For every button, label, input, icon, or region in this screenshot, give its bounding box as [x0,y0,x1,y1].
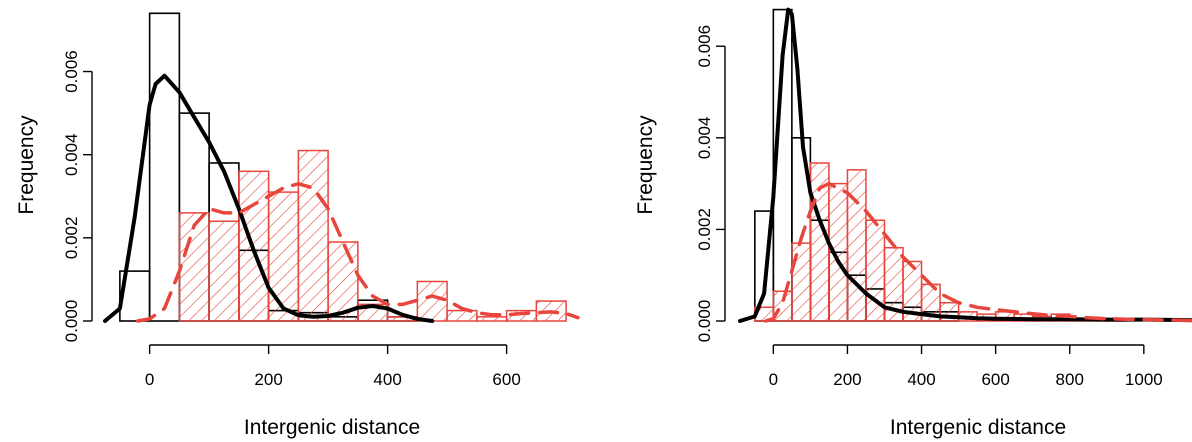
y-tick-label: 0.004 [695,117,714,160]
x-tick-label: 200 [254,370,282,389]
right-histogram-panel: Intergenic distance Frequency 0.000 0.002… [634,7,1192,439]
y-tick-label: 0.002 [695,208,714,251]
y-tick-label: 0.004 [62,133,81,176]
y-tick-label: 0.002 [62,217,81,260]
x-tick-label: 400 [907,370,935,389]
solid-density-curve [738,7,1192,323]
solid-density-curve [103,73,435,323]
x-axis-title: Intergenic distance [890,416,1066,439]
hatched-histogram-bar [297,149,329,322]
y-tick-label: 0.000 [62,300,81,343]
left-histogram-panel: Intergenic distance Frequency 0.000 0.002… [15,12,580,439]
y-axis-title: Frequency [634,115,657,215]
dashed-density-curve [135,182,580,323]
x-tick-label: 1000 [1125,370,1163,389]
x-axis-title: Intergenic distance [244,416,420,439]
x-tick-label: 200 [833,370,861,389]
y-tick-label: 0.000 [695,300,714,343]
hatched-histogram-bar [476,316,508,322]
hatched-histogram-bar [846,169,867,322]
hatched-histogram-bar [267,191,300,322]
x-tick-label: 0 [769,370,778,389]
x-tick-label: 0 [145,370,154,389]
hatched-histogram-bar [446,309,478,322]
y-tick-label: 0.006 [695,25,714,68]
x-tick-label: 600 [492,370,520,389]
hatched-histogram-bar [208,220,240,322]
y-tick-label: 0.006 [62,50,81,93]
y-axis-title: Frequency [15,115,38,215]
hatched-histogram-bar [416,280,448,322]
x-tick-label: 400 [373,370,401,389]
hatched-histogram-bar [178,212,210,322]
dashed-density-curve [764,181,1192,323]
outline-histogram-bar [148,12,181,322]
x-tick-label: 600 [981,370,1009,389]
x-tick-label: 800 [1056,370,1084,389]
